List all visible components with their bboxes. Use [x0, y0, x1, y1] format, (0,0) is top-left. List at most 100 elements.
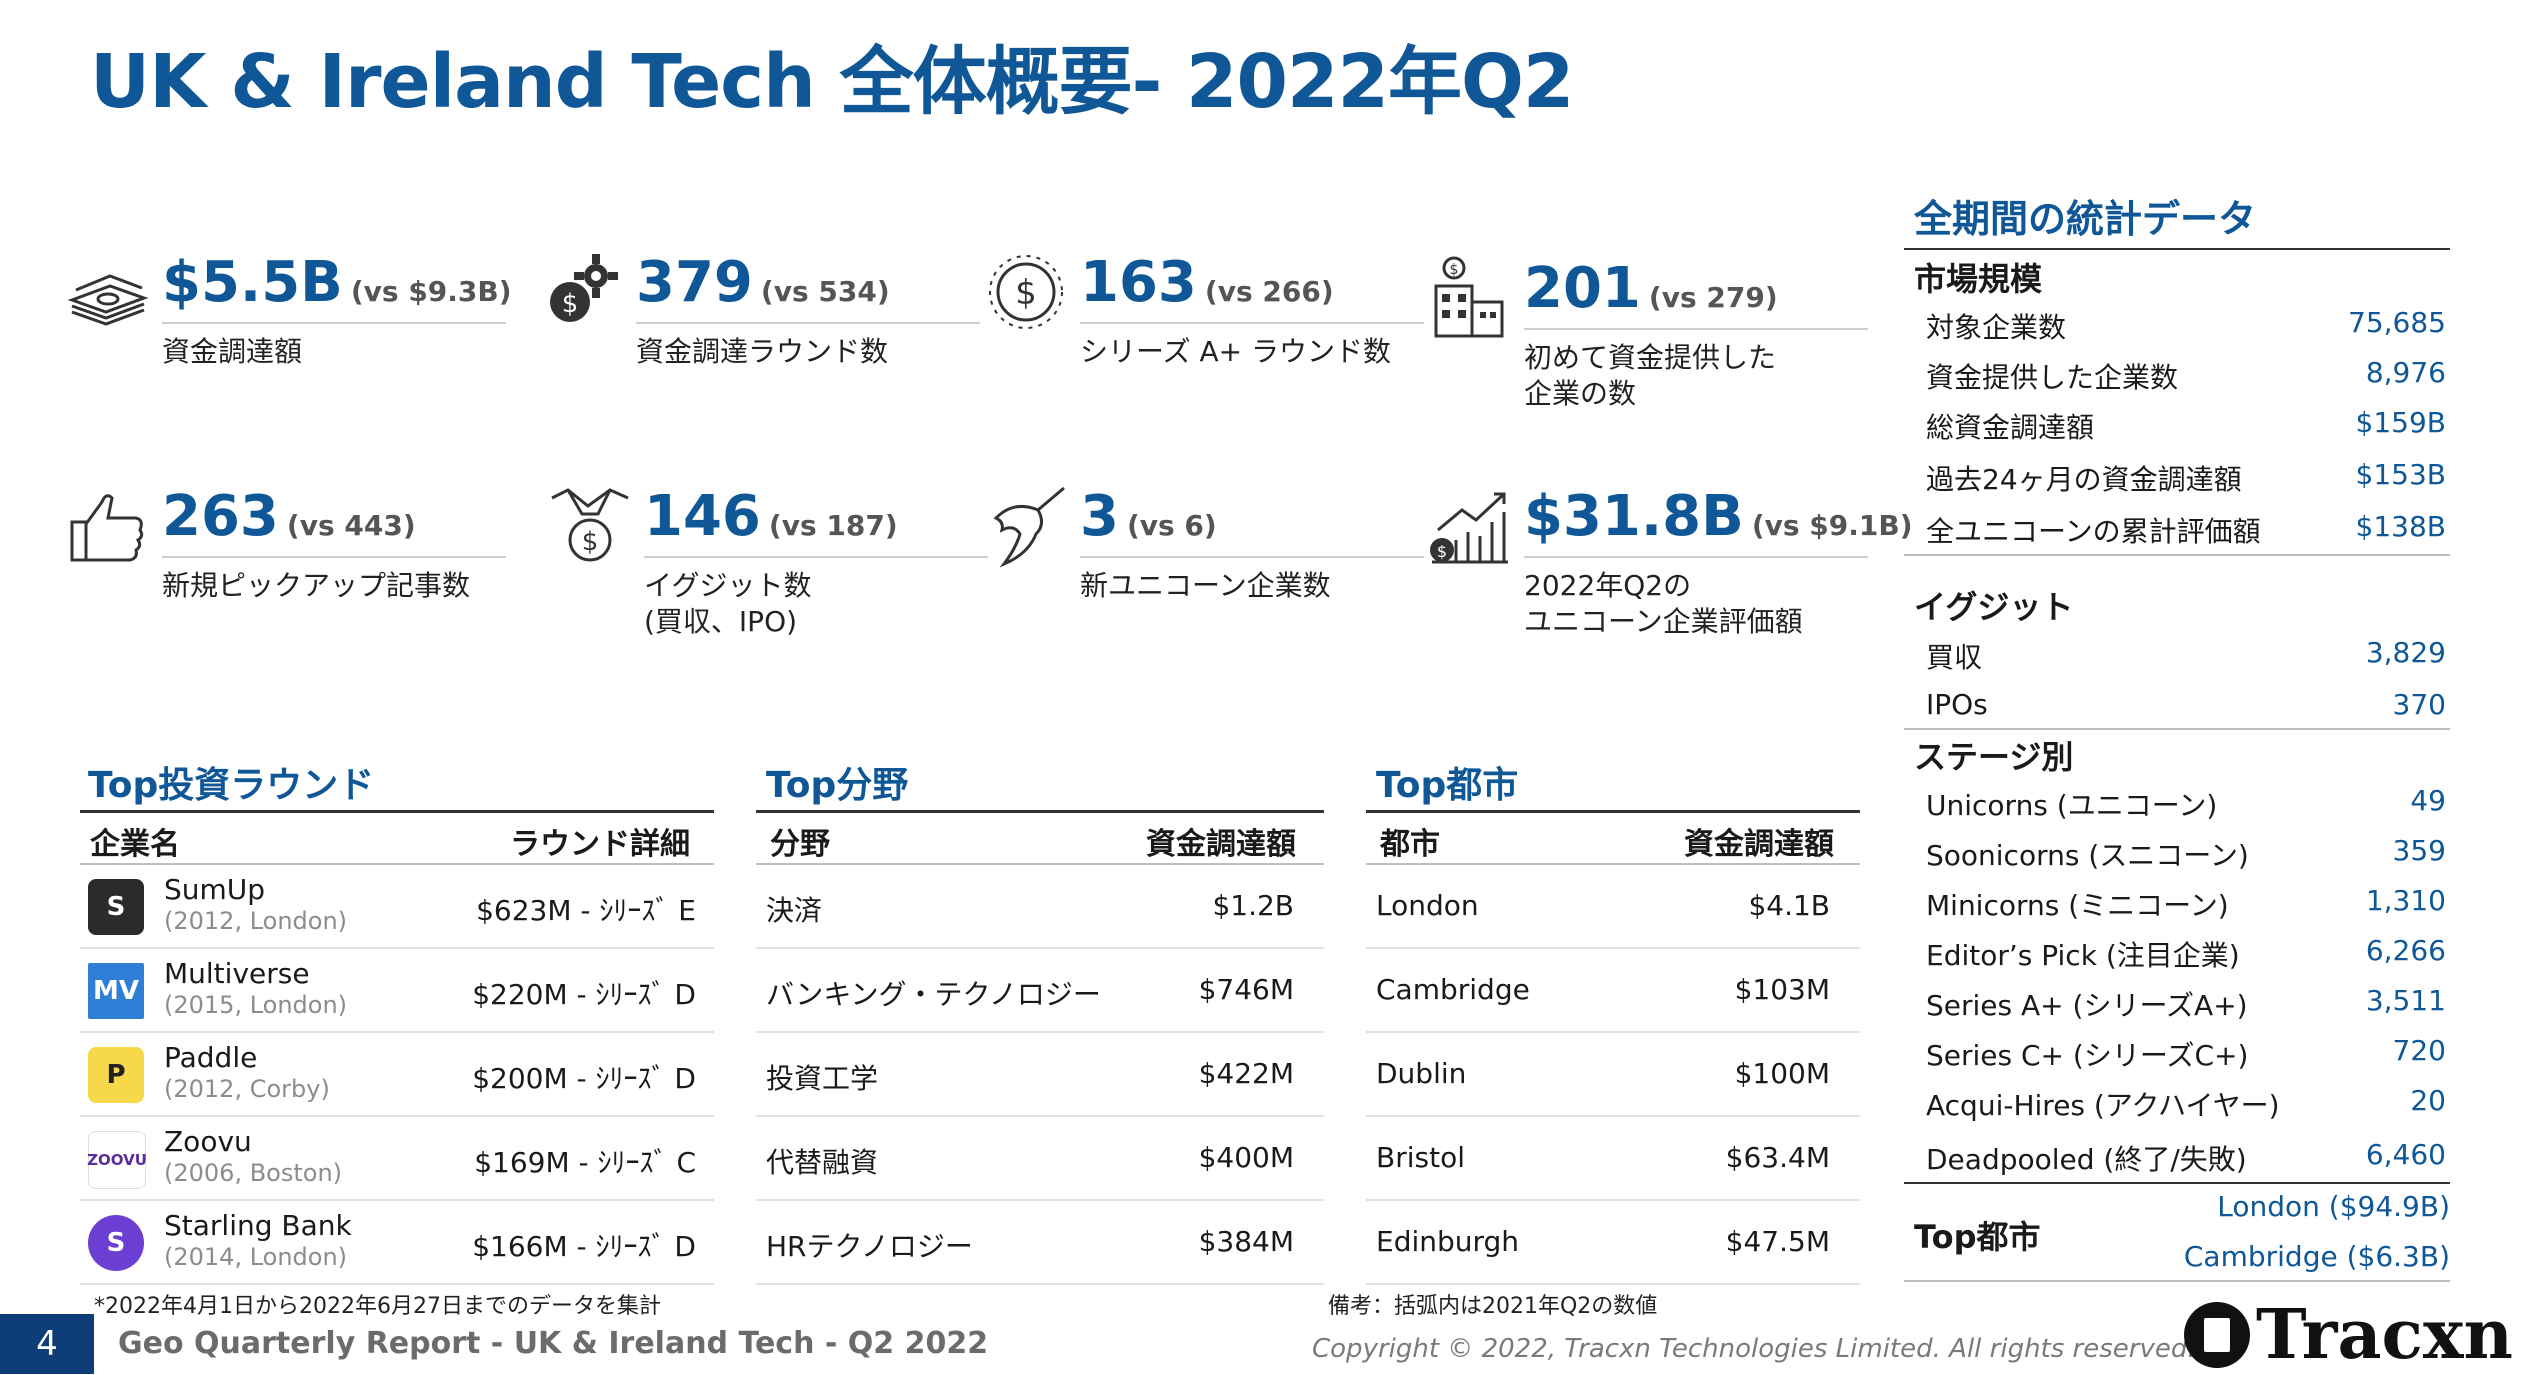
table-row[interactable]: Edinburgh $47.5M — [1366, 1201, 1860, 1285]
round-detail: $623M - ｼﾘｰｽﾞ E — [476, 894, 696, 927]
top-sectors-table: 分野 資金調達額 決済 $1.2B バンキング・テクノロジー $746M 投資工学 $… — [756, 810, 1324, 1285]
building-dollar-icon: $ — [1434, 256, 1504, 338]
sector-name: 決済 — [766, 894, 823, 927]
stat-label: イグジット数 (買収、IPO) — [644, 569, 812, 638]
stat-label: 資金調達額 — [162, 335, 303, 368]
growth-chart-icon: $ — [1430, 492, 1508, 564]
sector-name: 代替融資 — [766, 1146, 879, 1179]
top-rounds-table: 企業名 ラウンド詳細 S SumUp (2012, London) $623M … — [80, 810, 714, 1285]
company-meta: (2012, London) — [164, 907, 348, 935]
dollar-circle-icon: $ — [989, 255, 1063, 329]
stat-label: 2022年Q2の ユニコーン企業評価額 — [1524, 569, 1803, 638]
sector-amount: $746M — [1198, 973, 1294, 1006]
stat-compare: (vs 266) — [1204, 275, 1334, 308]
sector-amount: $422M — [1198, 1057, 1294, 1090]
sector-name: 投資工学 — [766, 1062, 879, 1095]
city-name: Cambridge — [1376, 973, 1530, 1006]
stat-label: 初めて資金提供した 企業の数 — [1524, 341, 1777, 410]
handshake-dollar-icon: $ — [551, 488, 629, 562]
company-meta: (2012, Corby) — [164, 1075, 330, 1103]
company-name: Zoovu — [164, 1125, 252, 1158]
city-amount: $47.5M — [1725, 1225, 1830, 1258]
column-header: 資金調達額 — [1146, 827, 1296, 862]
table-row[interactable]: Cambridge $103M — [1366, 949, 1860, 1033]
sidebar-heading-exits: イグジット — [1914, 588, 2074, 626]
table-row[interactable]: Dublin $100M — [1366, 1033, 1860, 1117]
sidebar-stat-row: 資金提供した企業数 8,976 — [1926, 356, 2446, 394]
sidebar-stat-row: 総資金調達額 $159B — [1926, 406, 2446, 444]
sector-name: バンキング・テクノロジー — [766, 978, 1101, 1011]
sector-amount: $1.2B — [1212, 889, 1294, 922]
sidebar-stat-row: Editor’s Pick (注目企業) 6,266 — [1926, 934, 2446, 972]
table-row[interactable]: Bristol $63.4M — [1366, 1117, 1860, 1201]
stat-card-rounds: $ 379 (vs 534) 資金調達ラウンド数 — [540, 250, 980, 400]
stat-compare: (vs $9.3B) — [350, 275, 512, 308]
sidebar-stat-row: Series C+ (シリーズC+) 720 — [1926, 1034, 2446, 1072]
sidebar-stat-row: IPOs 370 — [1926, 688, 2446, 721]
table-row[interactable]: HRテクノロジー $384M — [756, 1201, 1324, 1285]
stat-value: 3 — [1080, 484, 1119, 549]
round-detail: $220M - ｼﾘｰｽﾞ D — [472, 978, 696, 1011]
sector-amount: $400M — [1198, 1141, 1294, 1174]
table-row[interactable]: 投資工学 $422M — [756, 1033, 1324, 1117]
stat-compare: (vs 279) — [1648, 281, 1778, 314]
company-name: Starling Bank — [164, 1209, 352, 1242]
table-header: 企業名 ラウンド詳細 — [80, 810, 714, 865]
city-amount: $103M — [1734, 973, 1830, 1006]
sidebar-heading-market: 市場規模 — [1914, 260, 2043, 298]
table-row[interactable]: 決済 $1.2B — [756, 865, 1324, 949]
table-row[interactable]: 代替融資 $400M — [756, 1117, 1324, 1201]
top-sectors-title: Top分野 — [766, 765, 909, 806]
table-row[interactable]: S SumUp (2012, London) $623M - ｼﾘｰｽﾞ E — [80, 865, 714, 949]
tracxn-mark-icon — [2184, 1302, 2250, 1368]
top-cities-table: 都市 資金調達額 London $4.1B Cambridge $103M Dubl… — [1366, 810, 1860, 1285]
city-name: Bristol — [1376, 1141, 1465, 1174]
sidebar-stat-row: Acqui-Hires (アクハイヤー) 20 — [1926, 1084, 2446, 1122]
thumbs-up-icon — [70, 494, 144, 562]
company-logo: S — [88, 879, 144, 935]
company-meta: (2015, London) — [164, 991, 348, 1019]
company-logo: P — [88, 1047, 144, 1103]
svg-text:$: $ — [582, 527, 599, 557]
sidebar-stat-row: Soonicorns (スニコーン) 359 — [1926, 834, 2446, 872]
svg-text:$: $ — [1437, 542, 1447, 561]
footer-report-title: Geo Quarterly Report - UK & Ireland Tech… — [118, 1326, 989, 1361]
top-rounds-title: Top投資ラウンド — [88, 765, 375, 806]
stat-label: 資金調達ラウンド数 — [636, 335, 889, 368]
column-header: 都市 — [1380, 827, 1440, 862]
svg-text:$: $ — [1015, 273, 1037, 313]
stat-value: 201 — [1524, 256, 1641, 321]
table-row[interactable]: MV Multiverse (2015, London) $220M - ｼﾘｰ… — [80, 949, 714, 1033]
sidebar-title: 全期間の統計データ — [1914, 197, 2257, 241]
sidebar-stat-row: Deadpooled (終了/失敗) 6,460 — [1926, 1138, 2446, 1176]
stat-card-first-funded: $ 201 (vs 279) 初めて資金提供した 企業の数 — [1428, 256, 1868, 410]
stat-compare: (vs $9.1B) — [1751, 509, 1913, 542]
sidebar-heading-top-cities: Top都市 — [1914, 1218, 2041, 1256]
sector-name: HRテクノロジー — [766, 1230, 973, 1263]
table-header: 都市 資金調達額 — [1366, 810, 1860, 865]
stat-card-new-unicorns: 3 (vs 6) 新ユニコーン企業数 — [984, 484, 1424, 634]
column-header: 分野 — [770, 827, 830, 862]
company-name: SumUp — [164, 873, 266, 906]
unicorn-icon — [993, 486, 1065, 568]
table-row[interactable]: ZOOVU Zoovu (2006, Boston) $169M - ｼﾘｰｽﾞ… — [80, 1117, 714, 1201]
stat-label: 新規ピックアップ記事数 — [162, 569, 471, 602]
table-row[interactable]: S Starling Bank (2014, London) $166M - ｼ… — [80, 1201, 714, 1285]
table-row[interactable]: London $4.1B — [1366, 865, 1860, 949]
company-logo: S — [88, 1215, 144, 1271]
sidebar-top-city: London ($94.9B) — [2217, 1190, 2450, 1223]
company-name: Paddle — [164, 1041, 258, 1074]
sidebar-stat-row: Minicorns (ミニコーン) 1,310 — [1926, 884, 2446, 922]
stat-card-exits: $ 146 (vs 187) イグジット数 (買収、IPO) — [548, 484, 988, 638]
stat-value: 379 — [636, 250, 753, 315]
company-meta: (2014, London) — [164, 1243, 348, 1271]
company-logo: MV — [88, 963, 144, 1019]
svg-text:$: $ — [562, 289, 579, 319]
stat-value: 146 — [644, 484, 761, 549]
stat-value: 163 — [1080, 250, 1197, 315]
round-detail: $166M - ｼﾘｰｽﾞ D — [472, 1230, 696, 1263]
table-row[interactable]: P Paddle (2012, Corby) $200M - ｼﾘｰｽﾞ D — [80, 1033, 714, 1117]
stat-card-series-a: $ 163 (vs 266) シリーズ A+ ラウンド数 — [984, 250, 1424, 400]
sidebar-stat-row: 過去24ヶ月の資金調達額 $153B — [1926, 458, 2446, 496]
table-row[interactable]: バンキング・テクノロジー $746M — [756, 949, 1324, 1033]
